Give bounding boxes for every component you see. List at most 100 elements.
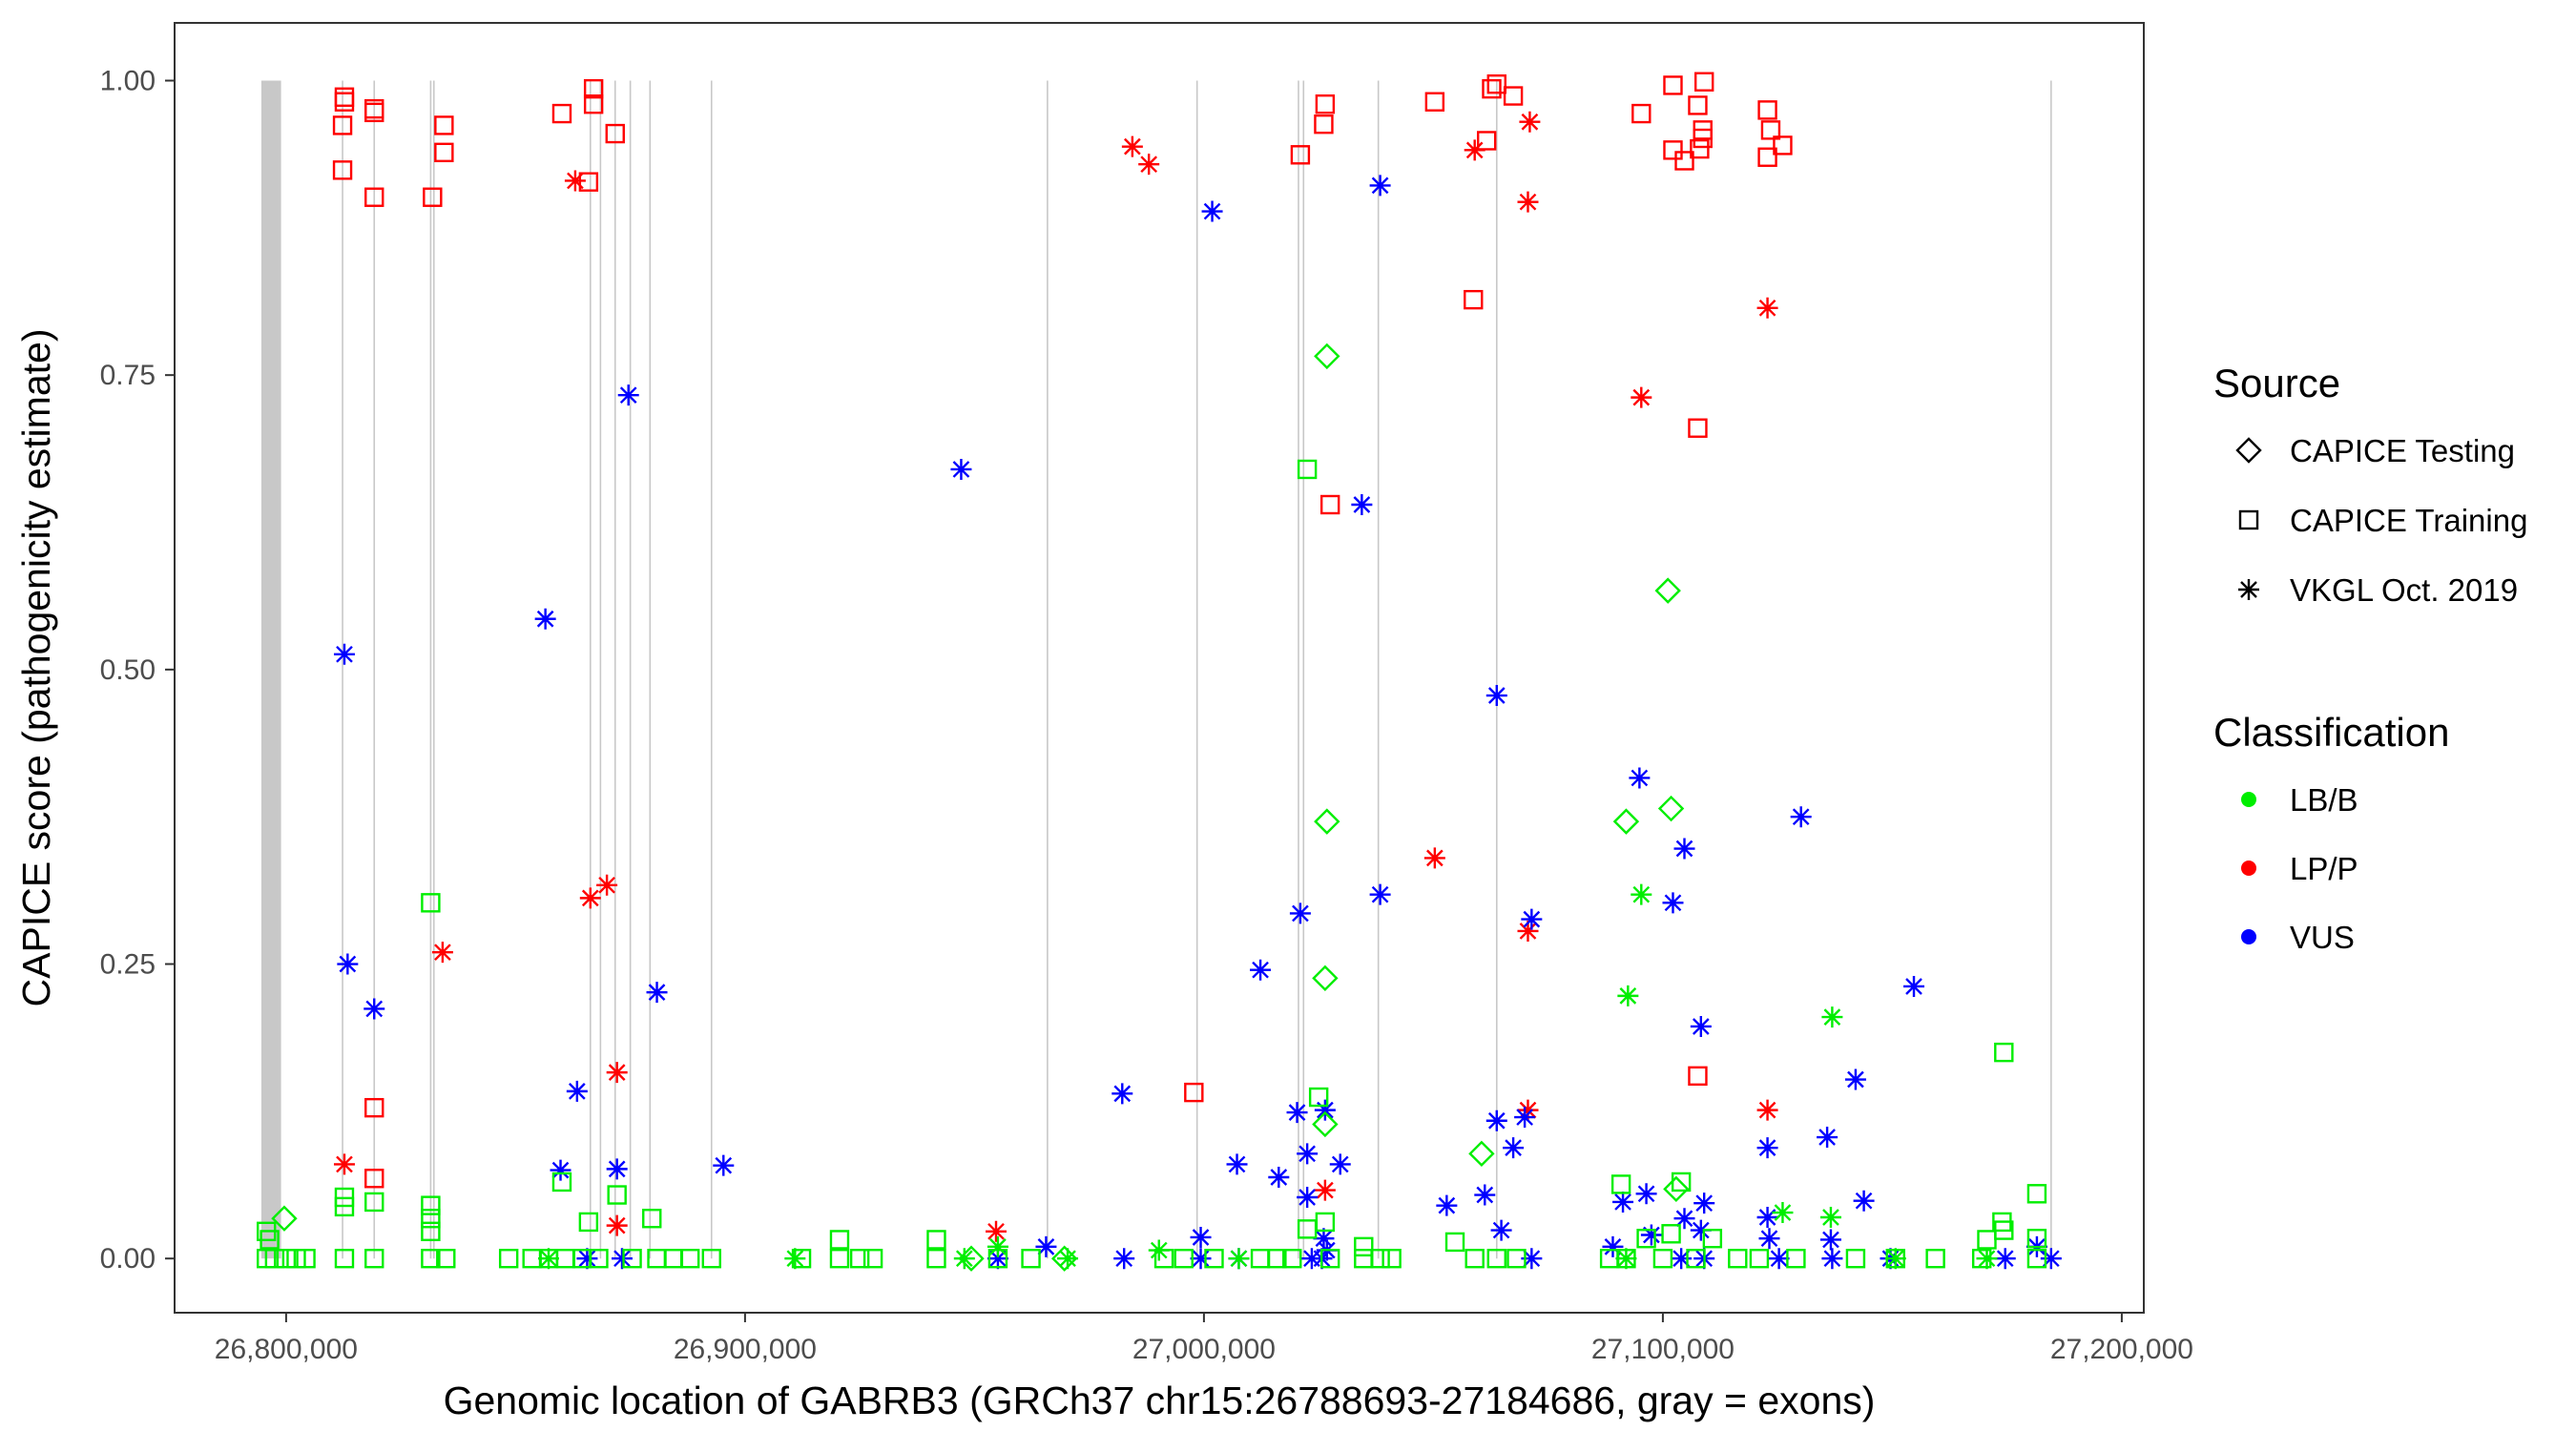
square-marker (1631, 103, 1652, 124)
data-point (1354, 1236, 1374, 1257)
asterisk-marker (1369, 175, 1391, 197)
data-point (1464, 289, 1484, 310)
data-point (2026, 1229, 2047, 1249)
data-point (1111, 1083, 1133, 1105)
square-marker (1693, 72, 1714, 92)
data-point (1686, 1249, 1706, 1269)
data-point (642, 1209, 662, 1229)
square-marker (605, 123, 625, 144)
square-marker (1297, 459, 1318, 480)
data-point (421, 893, 441, 913)
square-marker (1688, 418, 1708, 438)
data-point (1671, 1172, 1692, 1192)
data-point (1636, 1229, 1656, 1249)
square-marker (421, 893, 441, 913)
data-point (1994, 1042, 2014, 1063)
asterisk-marker (1517, 1099, 1539, 1121)
data-point (1521, 1248, 1543, 1270)
data-points (257, 72, 2062, 1272)
data-point (1226, 1153, 1248, 1175)
square-marker (1315, 1212, 1336, 1233)
asterisk-marker (1490, 1219, 1512, 1241)
data-point (1702, 1229, 1723, 1249)
square-marker (2026, 1229, 2047, 1249)
data-point (1693, 1192, 1715, 1214)
data-point (1369, 175, 1391, 197)
data-point (334, 1196, 355, 1217)
data-point (1267, 1249, 1287, 1269)
data-point (607, 1185, 627, 1205)
asterisk-marker (1226, 1153, 1248, 1175)
data-point (1308, 1087, 1329, 1108)
asterisk-marker (1673, 1208, 1695, 1230)
legend-label: CAPICE Testing (2290, 433, 2515, 468)
square-marker (583, 78, 604, 99)
square-marker (332, 160, 353, 180)
asterisk-marker (1976, 1248, 1998, 1270)
asterisk-marker (550, 1159, 571, 1181)
asterisk-marker (2238, 579, 2259, 600)
y-tick-label: 0.75 (100, 360, 156, 391)
data-point (1474, 1184, 1496, 1206)
data-point (1652, 1249, 1673, 1269)
data-point (1635, 1183, 1657, 1205)
asterisk-marker (1756, 1137, 1778, 1159)
data-point (1465, 1249, 1485, 1269)
data-point (1286, 1102, 1308, 1124)
data-point (926, 1230, 946, 1250)
data-point (421, 1209, 441, 1229)
legend-label: VUS (2290, 920, 2355, 955)
data-point (1314, 114, 1334, 135)
diamond-marker (2235, 437, 2262, 464)
data-point (679, 1249, 700, 1269)
asterisk-marker (576, 1248, 598, 1270)
square-marker (1652, 1249, 1673, 1269)
diamond-marker (1468, 1140, 1495, 1168)
data-point (1314, 1099, 1336, 1121)
data-point (1615, 1248, 1637, 1270)
square-marker (1688, 1066, 1708, 1087)
data-point (1204, 1249, 1224, 1269)
asterisk-marker (364, 998, 385, 1020)
square-marker (334, 92, 355, 112)
diamond-icon (2235, 437, 2262, 464)
diamond-marker (271, 1205, 298, 1232)
data-point (1903, 975, 1925, 997)
square-marker (1688, 95, 1708, 115)
data-point (1728, 1249, 1748, 1269)
asterisk-marker (606, 1062, 628, 1084)
asterisk-marker (1474, 1184, 1496, 1206)
square-marker (332, 115, 353, 135)
data-point (1819, 1206, 1841, 1228)
legend-label: LP/P (2290, 851, 2358, 886)
data-point (2026, 1249, 2047, 1269)
data-point (1612, 1191, 1634, 1213)
square-marker (1464, 289, 1484, 310)
asterisk-marker (1369, 883, 1391, 905)
asterisk-marker (1994, 1248, 2016, 1270)
diamond-marker (1657, 795, 1685, 822)
data-point (829, 1230, 850, 1250)
data-point (1631, 883, 1652, 905)
data-point (1844, 1068, 1866, 1090)
square-marker (1381, 1249, 1402, 1269)
square-marker (423, 187, 443, 207)
square-marker (679, 1249, 700, 1269)
asterisk-marker (1673, 838, 1695, 860)
square-marker (589, 1249, 609, 1269)
square-marker (1486, 74, 1506, 94)
asterisk-marker (646, 982, 668, 1004)
asterisk-marker (2040, 1248, 2062, 1270)
data-point (1772, 1202, 1794, 1224)
data-point (260, 1230, 280, 1250)
asterisk-marker (1602, 1235, 1624, 1257)
data-point (421, 1195, 441, 1215)
asterisk-marker (1436, 1194, 1458, 1216)
asterisk-marker (1671, 1248, 1693, 1270)
legend-item-classification: LB/B (2241, 782, 2358, 818)
data-point (1464, 139, 1485, 161)
diamond-marker (1612, 808, 1640, 835)
data-point (1853, 1190, 1875, 1212)
data-point (1602, 1235, 1624, 1257)
data-point (1517, 920, 1539, 942)
